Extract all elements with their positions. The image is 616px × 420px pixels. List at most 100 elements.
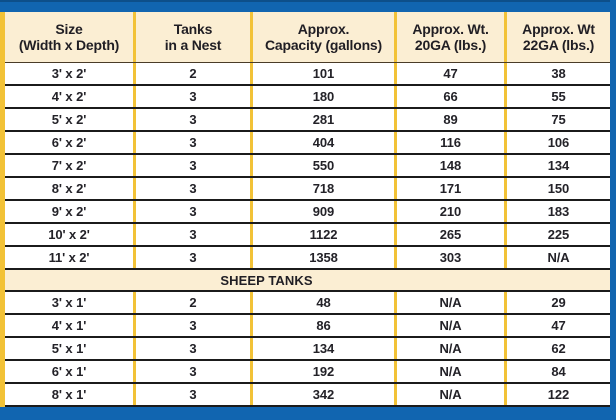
table-row: 4' x 2' 3 180 66 55: [5, 86, 610, 109]
cell-wt-20ga: N/A: [394, 338, 504, 359]
left-gold-border: [0, 12, 5, 407]
right-border-bar: [610, 0, 616, 420]
cell-wt-22ga: N/A: [504, 247, 610, 268]
cell-size: 4' x 2': [51, 89, 87, 104]
cell-tanks-in-nest: 3: [133, 338, 250, 359]
cell-tanks-in-nest: 3: [133, 86, 250, 107]
header-wt20-line2: 20GA (lbs.): [414, 37, 487, 53]
cell-capacity: 342: [250, 384, 394, 405]
cell-wt-20ga: 210: [394, 201, 504, 222]
header-size-line2: (Width x Depth): [18, 37, 120, 53]
table-content: Size (Width x Depth) Tanks in a Nest App…: [5, 12, 610, 407]
cell-size: 5' x 1': [51, 341, 87, 356]
cell-tanks-in-nest: 3: [133, 109, 250, 130]
header-tanks-line2: in a Nest: [164, 37, 222, 53]
table-header-row: Size (Width x Depth) Tanks in a Nest App…: [5, 12, 610, 63]
cell-wt-22ga: 47: [504, 315, 610, 336]
cell-capacity: 281: [250, 109, 394, 130]
cell-size: 9' x 2': [51, 204, 87, 219]
cell-wt-20ga: N/A: [394, 384, 504, 405]
cell-wt-22ga: 183: [504, 201, 610, 222]
cell-capacity: 192: [250, 361, 394, 382]
cell-tanks-in-nest: 3: [133, 178, 250, 199]
cell-tanks-in-nest: 3: [133, 132, 250, 153]
cell-tanks-in-nest: 3: [133, 224, 250, 245]
header-wt-22ga: Approx. Wt 22GA (lbs.): [504, 12, 610, 62]
table-row: 10' x 2' 3 1122 265 225: [5, 224, 610, 247]
cell-wt-22ga: 134: [504, 155, 610, 176]
cell-tanks-in-nest: 2: [133, 63, 250, 84]
header-tanks-line1: Tanks: [173, 20, 213, 37]
cell-wt-22ga: 55: [504, 86, 610, 107]
cell-wt-20ga: 303: [394, 247, 504, 268]
table-row: 4' x 1' 3 86 N/A 47: [5, 315, 610, 338]
cell-size: 7' x 2': [51, 158, 87, 173]
cell-capacity: 550: [250, 155, 394, 176]
cell-wt-20ga: 148: [394, 155, 504, 176]
cell-wt-22ga: 106: [504, 132, 610, 153]
table-row: 11' x 2' 3 1358 303 N/A: [5, 247, 610, 270]
cell-capacity: 101: [250, 63, 394, 84]
table-row: 3' x 1' 2 48 N/A 29: [5, 292, 610, 315]
cell-capacity: 86: [250, 315, 394, 336]
cell-wt-20ga: 89: [394, 109, 504, 130]
table-row: 7' x 2' 3 550 148 134: [5, 155, 610, 178]
header-tanks-in-nest: Tanks in a Nest: [133, 12, 250, 62]
header-capacity: Approx. Capacity (gallons): [250, 12, 394, 62]
header-wt-20ga: Approx. Wt. 20GA (lbs.): [394, 12, 504, 62]
cell-wt-20ga: 171: [394, 178, 504, 199]
cell-size: 8' x 1': [51, 387, 87, 402]
header-capacity-line2: Capacity (gallons): [265, 37, 382, 53]
cell-size: 6' x 1': [51, 364, 87, 379]
cell-wt-22ga: 29: [504, 292, 610, 313]
cell-tanks-in-nest: 3: [133, 315, 250, 336]
cell-capacity: 1358: [250, 247, 394, 268]
cell-wt-22ga: 150: [504, 178, 610, 199]
table-row: 9' x 2' 3 909 210 183: [5, 201, 610, 224]
cell-wt-20ga: 47: [394, 63, 504, 84]
cell-size: 5' x 2': [51, 112, 87, 127]
cell-tanks-in-nest: 3: [133, 361, 250, 382]
cell-wt-22ga: 75: [504, 109, 610, 130]
cell-size: 3' x 1': [51, 295, 87, 310]
header-size-line1: Size: [55, 20, 83, 37]
table-row: 6' x 1' 3 192 N/A 84: [5, 361, 610, 384]
cell-size: 8' x 2': [51, 181, 87, 196]
cell-tanks-in-nest: 3: [133, 201, 250, 222]
cell-wt-22ga: 62: [504, 338, 610, 359]
cell-wt-20ga: 116: [394, 132, 504, 153]
header-wt22-line2: 22GA (lbs.): [522, 37, 595, 53]
cell-capacity: 718: [250, 178, 394, 199]
top-border-bar: [0, 0, 616, 12]
cell-capacity: 134: [250, 338, 394, 359]
cell-size: 3' x 2': [51, 66, 87, 81]
section-header-sheep-tanks: SHEEP TANKS: [5, 270, 610, 292]
table-row: 5' x 2' 3 281 89 75: [5, 109, 610, 132]
header-wt20-line1: Approx. Wt.: [412, 20, 489, 37]
cell-tanks-in-nest: 3: [133, 384, 250, 405]
header-wt22-line1: Approx. Wt: [522, 20, 595, 37]
cell-wt-20ga: 265: [394, 224, 504, 245]
header-size: Size (Width x Depth): [5, 12, 133, 62]
cell-capacity: 404: [250, 132, 394, 153]
table-row: 3' x 2' 2 101 47 38: [5, 63, 610, 86]
cell-wt-20ga: N/A: [394, 315, 504, 336]
cell-wt-22ga: 225: [504, 224, 610, 245]
cell-capacity: 1122: [250, 224, 394, 245]
cell-wt-22ga: 122: [504, 384, 610, 405]
table-row: 8' x 2' 3 718 171 150: [5, 178, 610, 201]
header-capacity-line1: Approx.: [297, 20, 350, 37]
table-row: 6' x 2' 3 404 116 106: [5, 132, 610, 155]
cell-size: 11' x 2': [48, 250, 90, 265]
table-row: 5' x 1' 3 134 N/A 62: [5, 338, 610, 361]
cell-wt-20ga: N/A: [394, 292, 504, 313]
cell-size: 4' x 1': [51, 318, 87, 333]
cell-wt-22ga: 38: [504, 63, 610, 84]
cell-capacity: 48: [250, 292, 394, 313]
bottom-border-bar: [0, 407, 616, 420]
cell-wt-20ga: N/A: [394, 361, 504, 382]
section-header-label: SHEEP TANKS: [220, 272, 313, 288]
cell-wt-20ga: 66: [394, 86, 504, 107]
cell-capacity: 909: [250, 201, 394, 222]
